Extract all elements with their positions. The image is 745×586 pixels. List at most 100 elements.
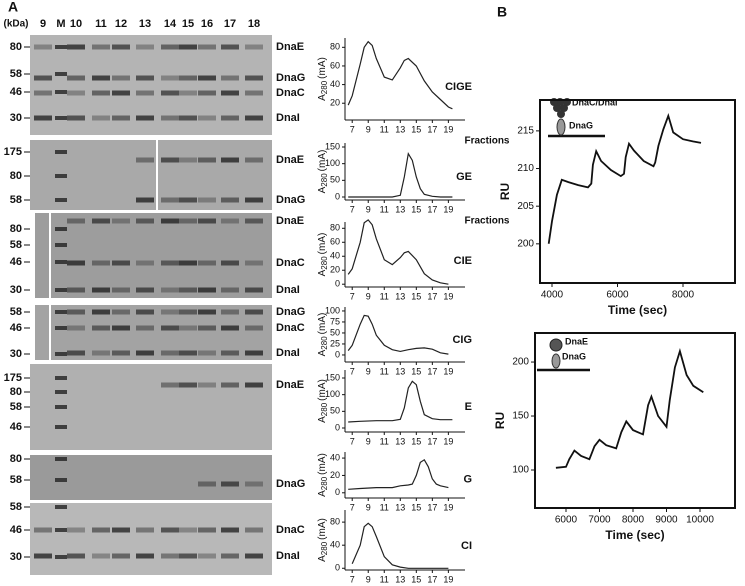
protein-band <box>136 218 154 224</box>
y-axis-label: A280(mA) <box>317 379 329 423</box>
protein-band <box>136 350 154 356</box>
protein-band <box>179 287 197 293</box>
x-tick-label: 13 <box>395 204 405 214</box>
x-tick-label: 8000 <box>672 290 695 301</box>
panel-label: B <box>497 4 507 20</box>
chart-label: E <box>465 401 472 413</box>
y-label-main: A <box>317 349 328 356</box>
x-tick-label: 17 <box>427 124 437 134</box>
marker-label: 58 <box>10 306 22 318</box>
y-tick-label: 50 <box>330 406 340 416</box>
x-tick-label: 17 <box>427 502 437 512</box>
panel-label: A <box>8 0 18 15</box>
protein-band <box>245 350 263 356</box>
protein-band <box>161 44 179 50</box>
protein-band <box>161 350 179 356</box>
lane-label: 13 <box>139 18 151 30</box>
protein-band <box>136 527 154 533</box>
y-tick-label: 60 <box>330 60 340 70</box>
protein-band <box>221 115 239 121</box>
marker-label: 46 <box>10 322 22 334</box>
protein-band <box>67 44 85 50</box>
y-label-main: A <box>317 186 328 193</box>
sensorgram-line <box>547 112 702 244</box>
x-tick-label: 13 <box>395 124 405 134</box>
x-tick-label: 7 <box>350 502 355 512</box>
band-label: DnaE <box>276 379 304 391</box>
protein-band <box>92 309 110 315</box>
x-tick-label: 19 <box>443 124 453 134</box>
protein-band <box>179 157 197 163</box>
marker-band <box>55 288 67 292</box>
x-tick-label: 17 <box>427 291 437 301</box>
protein-band <box>198 90 216 96</box>
protein-band <box>34 44 52 50</box>
protein-band <box>161 197 179 203</box>
protein-band <box>179 115 197 121</box>
marker-label: 46 <box>10 256 22 268</box>
marker-label: 80 <box>10 386 22 398</box>
chart-label: CIG <box>452 334 472 346</box>
plot-frame <box>539 99 736 284</box>
x-axis-label: Fractions <box>464 216 509 227</box>
x-tick-label: 11 <box>380 204 389 214</box>
protein-band <box>136 260 154 266</box>
x-tick-label: 11 <box>380 574 389 584</box>
protein-band <box>245 325 263 331</box>
marker-label: 80 <box>10 41 22 53</box>
protein-band <box>221 309 239 315</box>
protein-band <box>198 115 216 121</box>
marker-label: 80 <box>10 170 22 182</box>
protein-band <box>92 260 110 266</box>
band-label: DnaI <box>276 112 300 124</box>
protein-band <box>245 90 263 96</box>
marker-label: 58 <box>10 68 22 80</box>
x-tick-label: 7 <box>350 436 355 446</box>
chromatogram-line <box>348 152 453 198</box>
band-label: DnaC <box>276 322 305 334</box>
band-label: DnaG <box>276 72 305 84</box>
x-tick-label: 13 <box>395 436 405 446</box>
protein-band <box>245 75 263 81</box>
protein-band <box>136 90 154 96</box>
protein-band <box>161 75 179 81</box>
protein-band <box>161 527 179 533</box>
protein-band <box>179 75 197 81</box>
protein-band <box>112 287 130 293</box>
protein-band <box>67 350 85 356</box>
y-label-unit: (mA) <box>317 379 328 401</box>
protein-band <box>198 350 216 356</box>
protein-band <box>136 197 154 203</box>
lane-label: 9 <box>40 18 46 30</box>
marker-band <box>55 390 67 394</box>
protein-band <box>92 115 110 121</box>
protein-band <box>34 90 52 96</box>
protein-band <box>67 115 85 121</box>
protein-band <box>112 260 130 266</box>
marker-band <box>55 72 67 76</box>
marker-label: 58 <box>10 401 22 413</box>
marker-label: 175 <box>4 146 22 158</box>
x-axis-label: Time (sec) <box>608 303 667 317</box>
protein-band <box>179 350 197 356</box>
marker-band <box>55 243 67 247</box>
protein-band <box>67 309 85 315</box>
protein-band <box>179 382 197 388</box>
protein-band <box>245 218 263 224</box>
x-tick-label: 9 <box>366 291 371 301</box>
protein-band <box>198 197 216 203</box>
y-tick-label: 50 <box>330 327 340 337</box>
y-tick-label: 60 <box>330 237 340 247</box>
marker-band <box>55 405 67 409</box>
marker-band <box>55 555 67 559</box>
marker-label: 46 <box>10 524 22 536</box>
x-tick-label: 19 <box>443 436 453 446</box>
x-tick-label: 11 <box>380 366 389 376</box>
x-tick-label: 8000 <box>622 515 645 526</box>
protein-band <box>92 350 110 356</box>
protein-band <box>112 90 130 96</box>
x-axis-label: Time (sec) <box>605 528 664 542</box>
y-label-unit: (mA) <box>317 518 328 540</box>
protein-band <box>161 157 179 163</box>
y-label-main: A <box>317 94 328 101</box>
